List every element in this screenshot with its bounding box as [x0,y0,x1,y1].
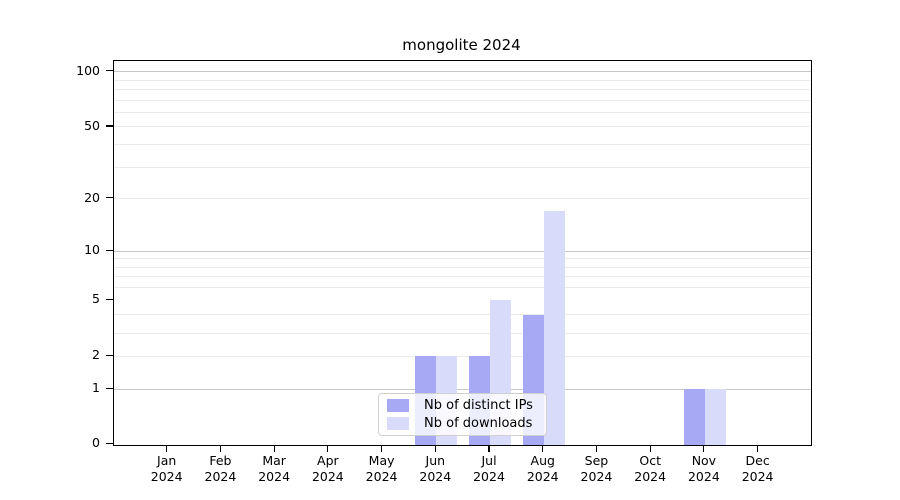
x-tick-month: Nov [691,453,717,468]
x-tick-label-aug: Aug 2024 [515,453,571,485]
y-tick-label: 10 [84,242,100,258]
x-tick-month: Jun [425,453,446,468]
minor-gridline [114,126,811,128]
x-tick-month: Aug [530,453,555,468]
y-tick [106,387,113,389]
plot-area: Nb of distinct IPs Nb of downloads [113,60,812,446]
x-tick [434,445,436,452]
x-tick [542,445,544,452]
x-tick-month: May [368,453,395,468]
x-tick [488,445,490,452]
y-tick-label: 100 [76,62,100,78]
x-tick-label-apr: Apr 2024 [300,453,356,485]
minor-gridline [114,166,811,168]
x-tick-month: Apr [317,453,339,468]
x-tick-year: 2024 [687,469,720,484]
y-tick [106,354,113,357]
x-tick-year: 2024 [634,469,667,484]
x-tick-year: 2024 [258,469,291,484]
legend-item-downloads: Nb of downloads [387,416,538,431]
x-tick [703,445,705,452]
minor-gridline [114,287,811,289]
x-tick-year: 2024 [365,469,398,484]
y-tick-label: 50 [84,117,100,133]
y-tick [106,442,113,445]
x-tick-month: Dec [745,453,770,468]
x-tick-month: Sep [584,453,609,468]
x-tick-year: 2024 [204,469,237,484]
x-tick-year: 2024 [526,469,559,484]
legend-item-distinct-ips: Nb of distinct IPs [387,398,538,413]
y-tick [106,70,113,72]
x-tick-year: 2024 [473,469,505,484]
x-tick [380,445,383,452]
x-tick-month: Feb [209,453,232,468]
y-tick-label: 0 [92,435,100,451]
x-tick-month: Jan [157,453,177,468]
y-tick [106,298,113,300]
y-tick [106,249,113,251]
x-tick-year: 2024 [580,469,613,484]
x-tick-label-sep: Sep 2024 [568,453,624,485]
minor-gridline [114,332,811,334]
minor-gridline [114,88,811,90]
y-tick [106,125,113,127]
y-tick-label: 2 [92,347,100,363]
chart-title: mongolite 2024 [402,36,521,54]
minor-gridline [114,198,811,200]
minor-gridline [114,99,811,101]
x-tick [595,445,598,452]
x-tick-month: Jul [481,453,497,468]
x-tick-year: 2024 [150,469,183,484]
minor-gridline [114,111,811,113]
x-tick-label-jul: Jul 2024 [461,453,517,485]
x-tick [649,445,651,452]
major-gridline [114,250,811,252]
x-tick-year: 2024 [741,469,774,484]
major-gridline [114,388,811,390]
x-tick-year: 2024 [311,469,344,484]
bar-aug-downloads [543,211,565,445]
y-tick [106,197,113,199]
minor-gridline [114,144,811,146]
x-tick [166,445,168,452]
x-tick-label-oct: Oct 2024 [622,453,678,485]
legend-label-distinct-ips: Nb of distinct IPs [424,398,533,413]
minor-gridline [114,258,811,260]
bar-nov-distinct-ips [683,389,705,445]
y-tick-label: 5 [92,291,100,307]
x-tick-label-nov: Nov 2024 [676,453,732,485]
x-tick-label-jan: Jan 2024 [139,453,195,485]
x-tick [219,445,221,452]
x-tick-month: Mar [262,453,286,468]
x-tick-label-may: May 2024 [354,453,410,485]
major-gridline [114,71,811,73]
x-tick-label-jun: Jun 2024 [407,453,463,485]
legend-swatch-downloads [387,417,409,430]
legend-label-downloads: Nb of downloads [424,416,533,431]
x-tick [273,445,275,452]
x-tick-label-mar: Mar 2024 [246,453,302,485]
y-tick-label: 1 [92,380,100,396]
minor-gridline [114,79,811,81]
minor-gridline [114,276,811,278]
bar-nov-downloads [704,389,726,445]
x-tick-year: 2024 [419,469,452,484]
minor-gridline [114,355,811,357]
x-tick-label-dec: Dec 2024 [730,453,786,485]
x-tick [757,445,759,452]
legend: Nb of distinct IPs Nb of downloads [378,393,547,436]
x-tick [327,445,329,452]
minor-gridline [114,314,811,316]
x-tick-label-feb: Feb 2024 [192,453,248,485]
minor-gridline [114,266,811,268]
y-tick-label: 20 [84,189,100,205]
x-tick-month: Oct [639,453,661,468]
legend-swatch-distinct-ips [387,399,409,412]
